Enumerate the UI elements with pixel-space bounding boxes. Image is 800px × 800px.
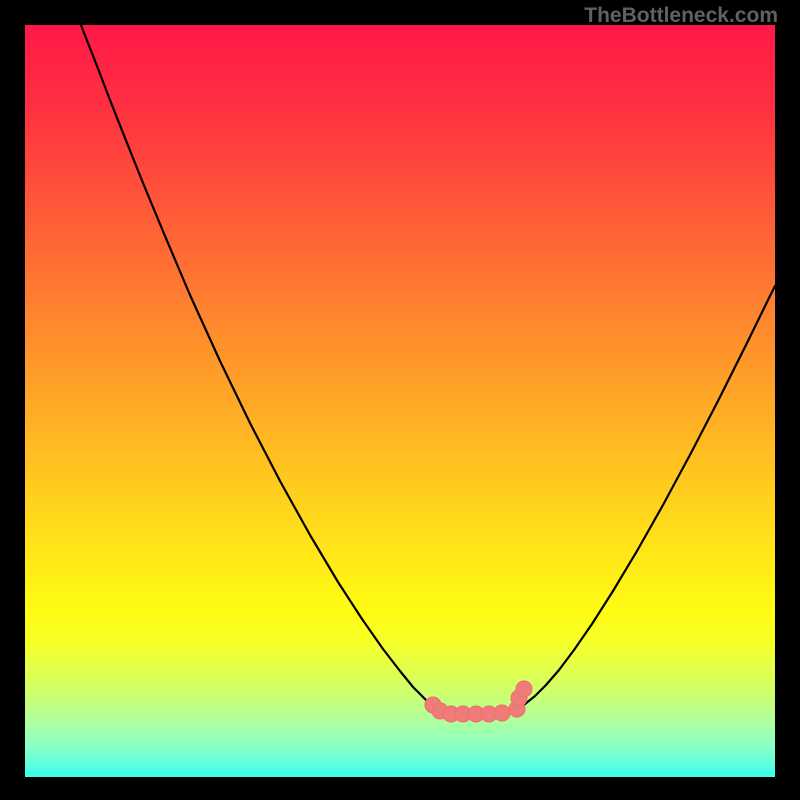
sample-marker	[516, 680, 533, 697]
chart-frame: TheBottleneck.com	[0, 0, 800, 800]
sample-markers	[0, 0, 800, 800]
watermark-text: TheBottleneck.com	[584, 4, 778, 28]
